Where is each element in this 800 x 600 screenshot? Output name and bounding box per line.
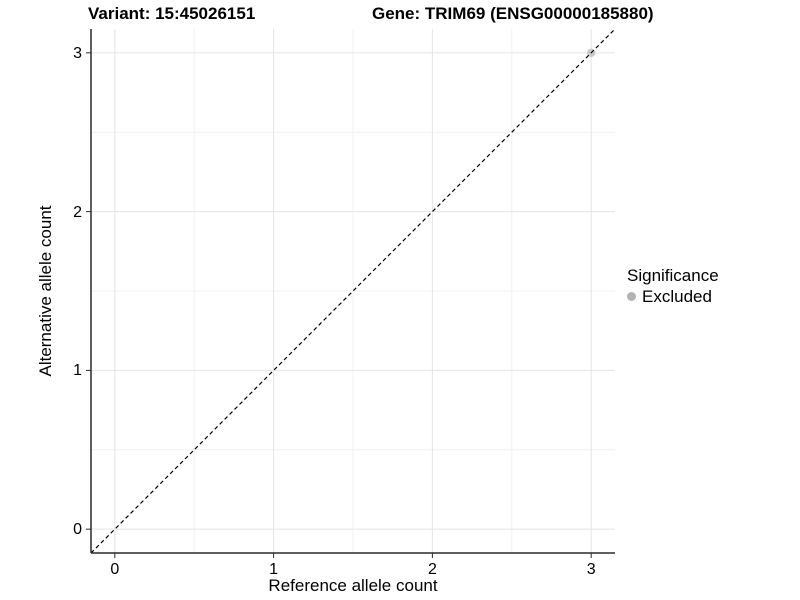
- gene-title: Gene: TRIM69 (ENSG00000185880): [372, 4, 654, 23]
- y-axis-tick-label: 3: [73, 44, 82, 62]
- legend-item-excluded: Excluded: [627, 286, 719, 307]
- legend-title: Significance: [627, 266, 719, 285]
- y-axis-tick-label: 2: [73, 203, 82, 221]
- legend: Significance Excluded: [627, 265, 719, 307]
- y-axis-title: Alternative allele count: [36, 205, 55, 377]
- y-axis-tick-label: 1: [73, 362, 82, 380]
- legend-point-icon: [627, 292, 636, 301]
- x-axis-tick-label: 2: [427, 561, 437, 578]
- x-axis-title: Reference allele count: [268, 576, 438, 595]
- y-axis-tick-label: 0: [73, 521, 82, 539]
- x-axis-tick-label: 0: [110, 561, 120, 578]
- variant-title: Variant: 15:45026151: [88, 4, 256, 23]
- identity-reference-line: [90, 28, 616, 554]
- x-axis-tick-label: 3: [586, 561, 596, 578]
- legend-item-label: Excluded: [642, 287, 712, 306]
- x-axis-tick-label: 1: [269, 561, 279, 578]
